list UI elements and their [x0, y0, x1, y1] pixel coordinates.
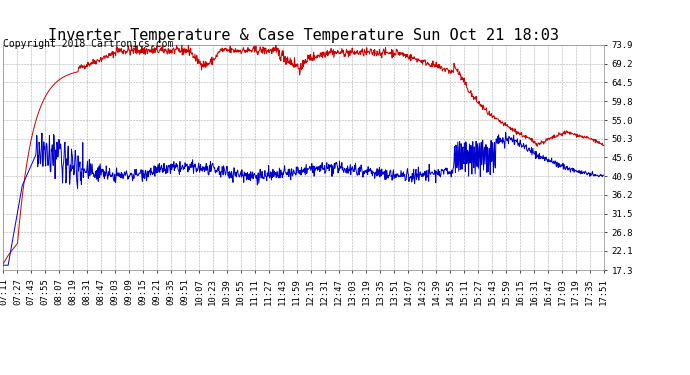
Text: Inverter Temperature & Case Temperature Sun Oct 21 18:03: Inverter Temperature & Case Temperature … [48, 28, 559, 43]
Text: Copyright 2018 Cartronics.com: Copyright 2018 Cartronics.com [3, 39, 174, 50]
Text: Inverter  (°C): Inverter (°C) [586, 22, 673, 32]
Text: Case  (°C): Case (°C) [522, 22, 585, 32]
